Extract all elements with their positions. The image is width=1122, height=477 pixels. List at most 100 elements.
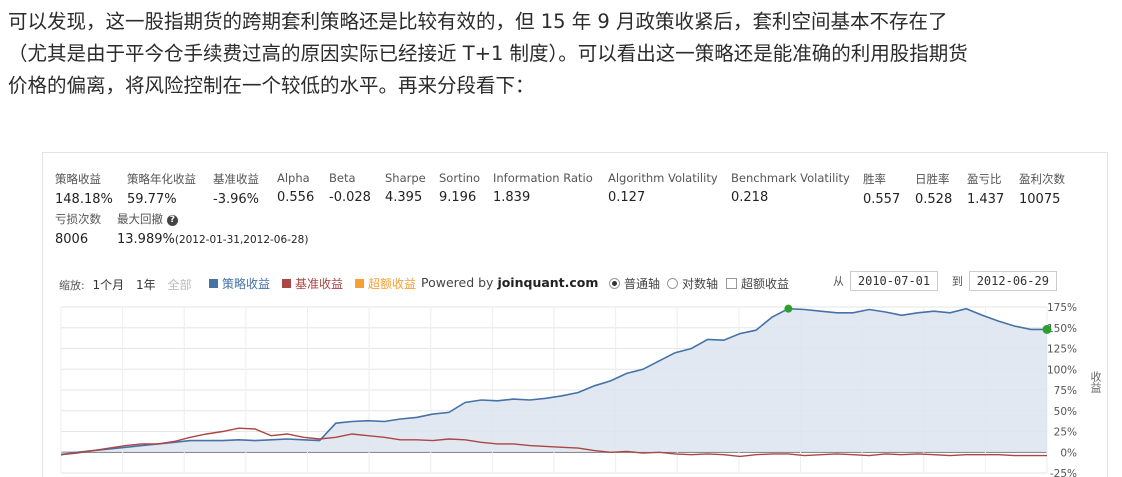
- returns-chart: 175% 150% 125% 100% 75% 50% 25% 0% -25%: [60, 302, 1077, 477]
- stat-value: 0.528: [915, 192, 953, 207]
- stat-label: 最大回撤: [117, 212, 163, 226]
- y-tick-label: 25%: [1054, 427, 1077, 439]
- from-date-input[interactable]: 2010-07-01: [850, 271, 938, 291]
- stat-label: Alpha: [277, 171, 310, 185]
- help-icon[interactable]: ?: [166, 215, 178, 226]
- stat-label: 策略收益: [55, 172, 101, 186]
- legend-strategy[interactable]: 策略收益: [209, 275, 270, 292]
- stat-label: 盈亏比: [967, 172, 1002, 186]
- legend-label: 策略收益: [222, 277, 271, 291]
- legend-excess[interactable]: 超额收益: [355, 275, 416, 292]
- y-tick-label: 150%: [1047, 323, 1077, 335]
- stat-value: 148.18%: [55, 192, 113, 207]
- stat-label: Algorithm Volatility: [608, 171, 718, 185]
- peak-marker: [784, 304, 793, 313]
- stat-value: 8006: [55, 232, 89, 247]
- stat-label: Benchmark Volatility: [731, 171, 850, 185]
- stat-label: Sharpe: [385, 171, 426, 185]
- stat-label: 基准收益: [213, 172, 259, 186]
- stat-benchmark-volatility: Benchmark Volatility 0.218: [731, 171, 850, 205]
- strategy-area: [61, 308, 1047, 455]
- stat-benchmark-return: 基准收益 -3.96%: [213, 171, 259, 207]
- y-tick-label: 100%: [1047, 364, 1077, 376]
- stat-label: 胜率: [863, 172, 886, 186]
- max-drawdown-range: (2012-01-31,2012-06-28): [174, 234, 309, 246]
- stat-beta: Beta -0.028: [329, 171, 371, 205]
- paragraph-line: 价格的偏离，将风险控制在一个较低的水平。再来分段看下：: [8, 74, 535, 97]
- radio-selected-icon: [609, 278, 620, 289]
- paragraph-line: 可以发现，这一股指期货的跨期套利策略还是比较有效的，但 15 年 9 月政策收紧…: [8, 10, 948, 33]
- axis-normal-radio[interactable]: 普通轴: [609, 275, 660, 292]
- to-date-input[interactable]: 2012-06-29: [968, 271, 1057, 291]
- radio-label: 对数轴: [682, 277, 719, 291]
- stat-label: 亏损次数: [55, 212, 101, 226]
- stat-value: -0.028: [329, 190, 371, 205]
- y-tick-label: 175%: [1047, 302, 1077, 314]
- legend-label: 超额收益: [368, 277, 417, 291]
- powered-prefix: Powered by: [421, 275, 498, 290]
- y-tick-label: 0%: [1060, 447, 1077, 459]
- stat-value: 1.437: [967, 192, 1005, 207]
- powered-by: Powered by joinquant.com: [421, 275, 598, 290]
- end-marker: [1042, 324, 1052, 334]
- stat-value: 4.395: [385, 190, 423, 205]
- zoom-1m-button[interactable]: 1个月: [92, 278, 125, 292]
- stat-annual-return: 策略年化收益 59.77%: [127, 171, 196, 207]
- strategy-line: [60, 307, 1047, 456]
- zoom-1y-button[interactable]: 1年: [136, 278, 156, 292]
- benchmark-line: [60, 427, 1047, 458]
- stat-strategy-return: 策略收益 148.18%: [55, 171, 113, 207]
- stat-win-rate: 胜率 0.557: [863, 171, 900, 207]
- zoom-all-button[interactable]: 全部: [167, 278, 192, 292]
- stat-value: -3.96%: [213, 192, 259, 207]
- stat-max-drawdown: 最大回撤 ? 13.989%(2012-01-31,2012-06-28): [117, 211, 308, 247]
- stat-value: 10075: [1019, 192, 1061, 207]
- date-range: 从 2010-07-01 到 2012-06-29: [833, 271, 1057, 291]
- checkbox-icon: [726, 278, 737, 289]
- from-label: 从: [833, 275, 844, 288]
- backtest-panel: 策略收益 148.18% 策略年化收益 59.77% 基准收益 -3.96% Alph…: [42, 152, 1108, 477]
- stat-label: Beta: [329, 171, 356, 185]
- legend-square-icon: [282, 279, 291, 288]
- stat-algorithm-volatility: Algorithm Volatility 0.127: [608, 171, 718, 205]
- paragraph-line: （尤其是由于平今仓手续费过高的原因实际已经接近 T+1 制度）。可以看出这一策略…: [8, 42, 968, 65]
- stat-value: 0.556: [277, 190, 315, 205]
- stat-loss-count: 亏损次数 8006: [55, 211, 101, 247]
- stat-sortino: Sortino 9.196: [439, 171, 480, 205]
- stat-value: 0.218: [731, 190, 769, 205]
- zoom-controls: 缩放: 1个月 1年 全部: [59, 275, 196, 294]
- legend-square-icon: [209, 279, 218, 288]
- stat-label: Sortino: [439, 171, 481, 185]
- checkbox-label: 超额收益: [741, 277, 790, 291]
- stat-information-ratio: Information Ratio 1.839: [493, 171, 593, 205]
- stat-label: Information Ratio: [493, 171, 593, 185]
- legend-label: 基准收益: [295, 277, 344, 291]
- y-tick-label: 50%: [1054, 406, 1077, 418]
- stat-value: 9.196: [439, 190, 477, 205]
- y-tick-label: -25%: [1050, 468, 1077, 477]
- stat-daily-win-rate: 日胜率 0.528: [915, 171, 952, 207]
- y-tick-label: 75%: [1054, 385, 1077, 397]
- stat-label: 盈利次数: [1019, 172, 1065, 186]
- stat-sharpe: Sharpe 4.395: [385, 171, 426, 205]
- powered-brand: joinquant.com: [497, 275, 599, 290]
- stat-label: 策略年化收益: [127, 172, 196, 186]
- article-paragraph: 可以发现，这一股指期货的跨期套利策略还是比较有效的，但 15 年 9 月政策收紧…: [8, 6, 1118, 102]
- legend-square-icon: [355, 279, 364, 288]
- stat-profit-loss-ratio: 盈亏比 1.437: [967, 171, 1004, 207]
- stat-value: 0.127: [608, 190, 646, 205]
- legend-benchmark[interactable]: 基准收益: [282, 275, 343, 292]
- stat-value: 13.989%(2012-01-31,2012-06-28): [117, 232, 308, 247]
- stat-value: 59.77%: [127, 192, 177, 207]
- stat-alpha: Alpha 0.556: [277, 171, 314, 205]
- stat-win-count: 盈利次数 10075: [1019, 171, 1065, 207]
- excess-checkbox[interactable]: 超额收益: [726, 275, 789, 292]
- radio-icon: [667, 278, 678, 289]
- y-tick-label: 125%: [1047, 344, 1077, 356]
- y-axis-label: 收益: [1089, 371, 1102, 393]
- to-label: 到: [951, 275, 963, 288]
- chart-toolbar: 缩放: 1个月 1年 全部 策略收益 基准收益 超额收益 Powered by …: [59, 271, 1099, 295]
- axis-log-radio[interactable]: 对数轴: [667, 275, 718, 292]
- stat-value: 0.557: [863, 192, 901, 207]
- stat-label: 日胜率: [915, 172, 950, 186]
